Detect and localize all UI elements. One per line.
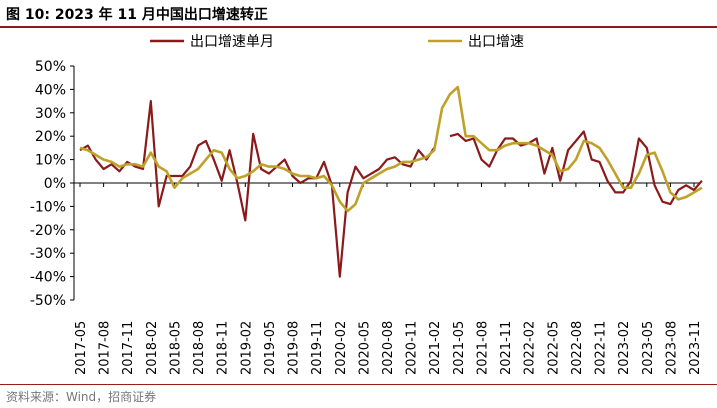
- x-tick-label: 2021-02: [428, 321, 443, 375]
- x-tick-label: 2018-02: [145, 321, 160, 375]
- x-tick-label: 2020-11: [405, 321, 420, 375]
- x-tick-label: 2018-08: [192, 321, 207, 375]
- x-tick-label: 2017-11: [121, 321, 136, 375]
- y-tick-label: 20%: [35, 129, 66, 145]
- y-tick-label: -20%: [30, 223, 66, 239]
- title-divider: [0, 26, 717, 28]
- x-tick-label: 2018-05: [168, 321, 183, 375]
- x-tick-label: 2019-05: [263, 321, 278, 375]
- x-tick-label: 2023-08: [664, 321, 679, 375]
- x-tick-label: 2022-05: [546, 321, 561, 375]
- x-tick-label: 2017-05: [74, 321, 89, 375]
- legend-label: 出口增速: [468, 34, 524, 50]
- x-tick-label: 2023-02: [617, 321, 632, 375]
- x-tick-label: 2017-08: [98, 321, 113, 375]
- chart-title: 图 10: 2023 年 11 月中国出口增速转正: [6, 7, 268, 23]
- legend-label: 出口增速单月: [190, 34, 274, 50]
- x-tick-label: 2018-11: [216, 321, 231, 375]
- x-tick-label: 2019-02: [239, 321, 254, 375]
- x-tick-label: 2020-08: [381, 321, 396, 375]
- x-tick-label: 2021-08: [475, 321, 490, 375]
- x-tick-label: 2023-05: [641, 321, 656, 375]
- y-tick-label: -10%: [30, 199, 66, 215]
- y-tick-label: 50%: [35, 59, 66, 75]
- y-tick-label: 0%: [44, 176, 66, 192]
- y-tick-label: -30%: [30, 246, 66, 262]
- export-growth-chart: 50% 40% 30% 20% 10% 0% -10% -20% -30% -40% -50% 201…: [30, 34, 703, 375]
- x-tick-label: 2022-08: [570, 321, 585, 375]
- series-line-growth: [79, 85, 703, 213]
- x-tick-label: 2023-11: [688, 321, 703, 375]
- y-tick-label: 30%: [35, 106, 66, 122]
- x-tick-label: 2019-11: [310, 321, 325, 375]
- source-divider: [0, 384, 717, 385]
- source-note: 资料来源：Wind，招商证券: [6, 390, 157, 404]
- x-tick-label: 2020-05: [357, 321, 372, 375]
- x-tick-label: 2022-02: [523, 321, 538, 375]
- x-tick-label: 2019-08: [287, 321, 302, 375]
- y-tick-label: 10%: [35, 153, 66, 169]
- y-tick-label: -50%: [30, 293, 66, 309]
- y-tick-label: -40%: [30, 270, 66, 286]
- series-line-monthly: [79, 100, 703, 278]
- x-tick-label: 2020-02: [334, 321, 349, 375]
- y-tick-label: 40%: [35, 82, 66, 98]
- x-tick-label: 2021-11: [499, 321, 514, 375]
- x-tick-label: 2022-11: [594, 321, 609, 375]
- x-tick-label: 2021-05: [452, 321, 467, 375]
